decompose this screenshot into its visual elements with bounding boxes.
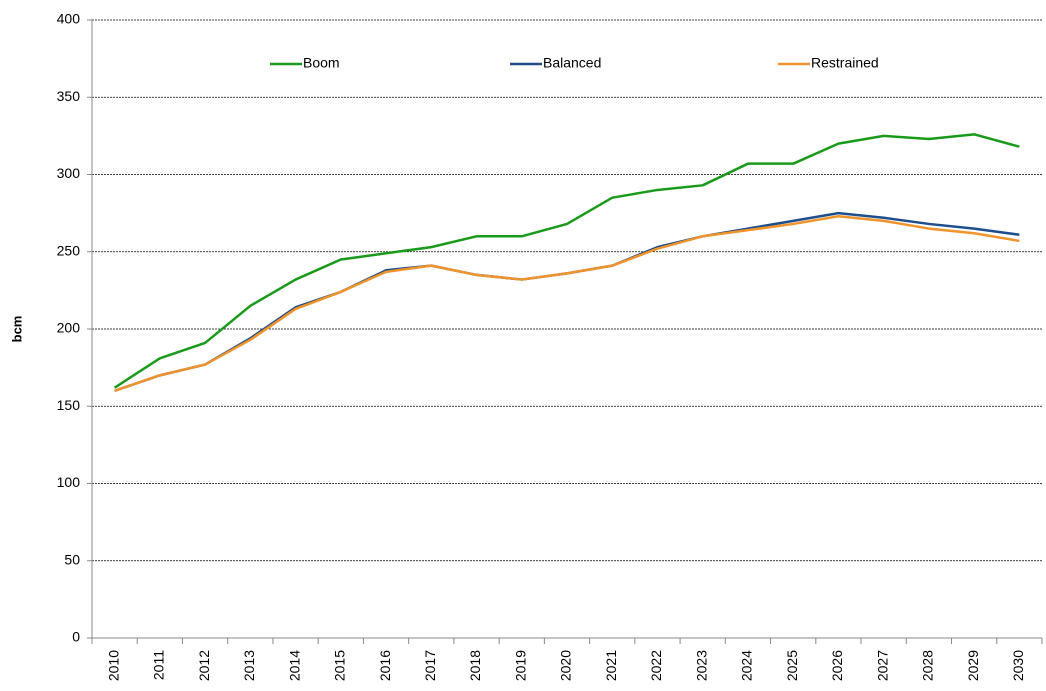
y-tick-label: 400 (57, 11, 81, 27)
series-line (114, 214, 1020, 392)
legend-label: Restrained (811, 55, 879, 71)
series-line (114, 211, 1020, 392)
x-tick-label: 2027 (874, 650, 890, 681)
x-tick-label: 2020 (558, 650, 574, 681)
x-tick-label: 2022 (648, 650, 664, 681)
y-tick-label: 350 (57, 88, 81, 104)
x-tick-label: 2026 (829, 650, 845, 681)
x-tick-label: 2030 (1010, 650, 1026, 681)
x-tick-label: 2023 (693, 650, 709, 681)
x-tick-label: 2029 (965, 650, 981, 681)
x-tick-label: 2028 (920, 650, 936, 681)
y-tick-label: 150 (57, 397, 81, 413)
x-tick-label: 2017 (422, 650, 438, 681)
x-tick-label: 2024 (739, 650, 755, 681)
y-tick-label: 100 (57, 474, 81, 490)
x-tick-label: 2015 (332, 650, 348, 681)
y-axis-label: bcm (9, 316, 24, 343)
x-tick-label: 2018 (467, 650, 483, 681)
x-tick-label: 2013 (241, 650, 257, 681)
x-tick-label: 2016 (377, 650, 393, 681)
x-tick-label: 2011 (151, 650, 167, 680)
series-line (113, 133, 1020, 389)
y-tick-label: 300 (57, 165, 81, 181)
y-tick-label: 0 (72, 629, 80, 645)
x-tick-label: 2025 (784, 650, 800, 681)
legend-label: Balanced (543, 55, 601, 71)
x-tick-label: 2010 (105, 650, 121, 681)
x-tick-label: 2012 (196, 650, 212, 681)
y-tick-label: 250 (57, 242, 81, 258)
x-tick-label: 2019 (512, 650, 528, 681)
x-tick-label: 2014 (286, 650, 302, 681)
y-tick-label: 50 (64, 551, 80, 567)
y-tick-label: 200 (57, 320, 81, 336)
legend-label: Boom (303, 55, 340, 71)
x-tick-label: 2021 (603, 650, 619, 681)
